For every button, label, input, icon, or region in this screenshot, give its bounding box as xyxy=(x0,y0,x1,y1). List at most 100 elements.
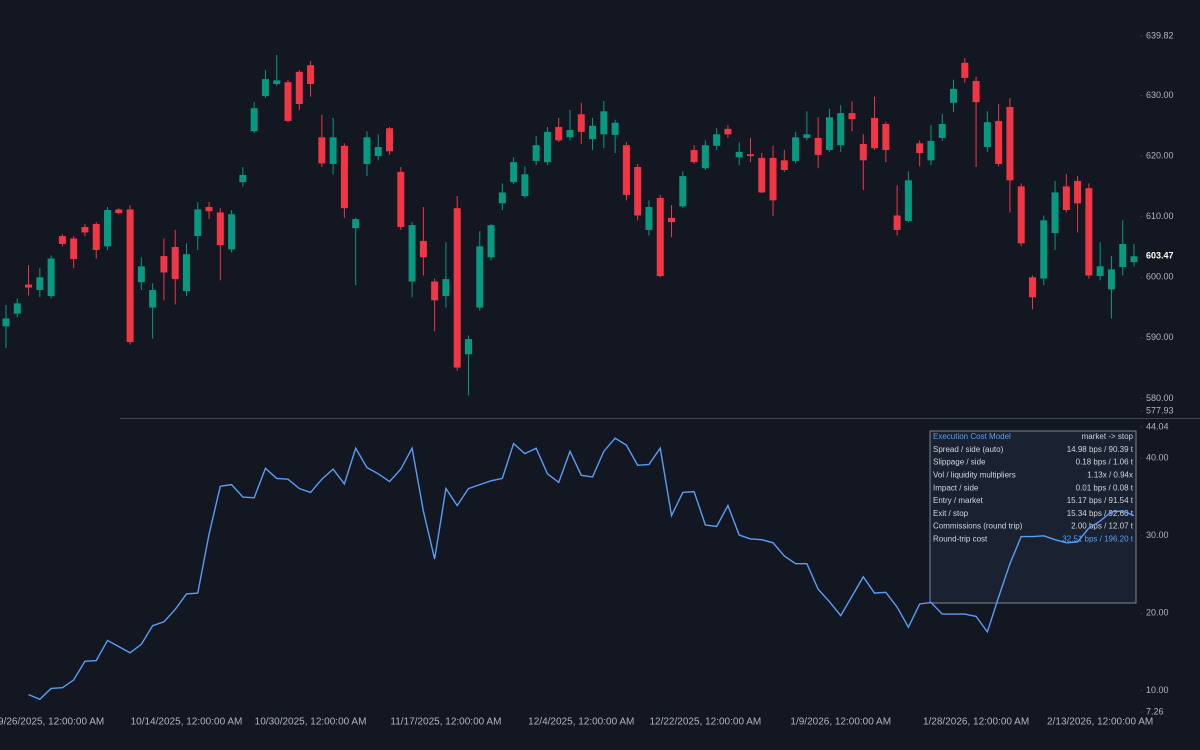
candle-body xyxy=(419,240,427,258)
panel-mode: market -> stop xyxy=(1082,432,1134,441)
y-tick-label: 30.00 xyxy=(1146,530,1169,540)
panel-row-label: Slippage / side xyxy=(933,458,986,467)
candle-body xyxy=(487,225,495,258)
candle-body xyxy=(735,151,743,158)
candle-body xyxy=(205,206,213,212)
y-tick-label: 630.00 xyxy=(1146,90,1174,100)
y-tick-label: 620.00 xyxy=(1146,150,1174,160)
candle-body xyxy=(228,214,236,250)
candle-body xyxy=(1130,256,1138,263)
candle-body xyxy=(36,277,44,290)
panel-row-value: 14.98 bps / 90.39 t xyxy=(1067,445,1134,454)
last-price-label: 603.47 xyxy=(1146,251,1174,261)
candle-body xyxy=(701,145,709,169)
candle-body xyxy=(2,318,10,327)
candle-body xyxy=(374,147,382,157)
candle-body xyxy=(115,209,123,214)
panel-row-value: 0.18 bps / 1.06 t xyxy=(1076,458,1134,467)
y-tick-label: 590.00 xyxy=(1146,332,1174,342)
candle-body xyxy=(577,114,585,132)
candle-body xyxy=(453,208,461,368)
candle-body xyxy=(532,145,540,161)
candle-body xyxy=(92,223,100,251)
candle-body xyxy=(713,134,721,146)
panel-row-value: 2.00 bps / 12.07 t xyxy=(1071,522,1134,531)
candle-body xyxy=(171,246,179,280)
candle-body xyxy=(825,117,833,151)
panel-row-value: 32.51 bps / 196.20 t xyxy=(1062,535,1134,544)
candle-body xyxy=(13,303,21,314)
candle-body xyxy=(769,157,777,201)
candle-body xyxy=(464,339,472,355)
candle-body xyxy=(273,80,281,84)
candle-body xyxy=(25,284,33,288)
panel-row-label: Entry / market xyxy=(933,496,984,505)
panel-row-label: Vol / liquidity multipliers xyxy=(933,471,1016,480)
panel-title: Execution Cost Model xyxy=(933,432,1011,441)
panel-row-label: Spread / side (auto) xyxy=(933,445,1004,454)
x-tick-label: 12/4/2025, 12:00:00 AM xyxy=(528,717,634,728)
candle-body xyxy=(611,122,619,135)
candle-body xyxy=(927,140,935,161)
candle-body xyxy=(307,65,315,84)
candle-body xyxy=(182,254,190,292)
candle-body xyxy=(938,123,946,138)
candle-body xyxy=(250,108,258,132)
candle-body xyxy=(679,176,687,207)
candle-body xyxy=(1028,277,1036,298)
candle-body xyxy=(1107,269,1115,290)
candle-body xyxy=(521,174,529,197)
candle-body xyxy=(543,131,551,163)
candle-body xyxy=(1017,186,1025,244)
candle-body xyxy=(318,137,326,164)
candle-body xyxy=(950,88,958,103)
candle-body xyxy=(746,154,754,157)
candle-body xyxy=(1096,266,1104,277)
candle-body xyxy=(295,71,303,104)
candle-body xyxy=(160,256,168,273)
y-tick-label: 639.82 xyxy=(1146,30,1174,40)
candle-body xyxy=(803,134,811,138)
panel-row-value: 1.13x / 0.94x xyxy=(1087,471,1133,480)
candle-body xyxy=(261,79,269,97)
candle-body xyxy=(1074,180,1082,204)
candle-body xyxy=(329,137,337,164)
x-tick-label: 12/22/2025, 12:00:00 AM xyxy=(649,717,761,728)
candle-body xyxy=(216,212,224,246)
y-tick-label: 40.00 xyxy=(1146,453,1169,463)
candle-body xyxy=(859,143,867,161)
x-tick-label: 2/13/2026, 12:00:00 AM xyxy=(1047,717,1153,728)
candle-body xyxy=(792,137,800,161)
candle-body xyxy=(498,192,506,204)
candle-body xyxy=(408,225,416,282)
candle-body xyxy=(431,281,439,301)
x-tick-label: 10/30/2025, 12:00:00 AM xyxy=(255,717,367,728)
y-tick-label: 577.93 xyxy=(1146,405,1174,415)
x-tick-label: 1/28/2026, 12:00:00 AM xyxy=(923,717,1029,728)
candle-body xyxy=(882,123,890,151)
candle-body xyxy=(995,120,1003,164)
candle-body xyxy=(1119,243,1127,267)
candle-body xyxy=(194,209,202,237)
candle-body xyxy=(645,206,653,231)
y-tick-label: 44.04 xyxy=(1146,421,1169,431)
candle-body xyxy=(668,217,676,223)
candle-body xyxy=(780,160,788,171)
candle-body xyxy=(126,209,134,343)
candle-body xyxy=(1040,220,1048,279)
candle-body xyxy=(1062,186,1070,211)
candle-body xyxy=(600,111,608,135)
candle-body xyxy=(397,171,405,227)
candle-body xyxy=(47,258,55,297)
candle-body xyxy=(904,180,912,221)
candle-body xyxy=(81,226,89,233)
y-tick-label: 610.00 xyxy=(1146,211,1174,221)
candle-body xyxy=(239,174,247,183)
candle-body xyxy=(352,219,360,229)
candle-body xyxy=(442,279,450,297)
candle-body xyxy=(871,117,879,149)
candle-body xyxy=(837,113,845,146)
candle-body xyxy=(690,150,698,163)
candle-body xyxy=(622,145,630,195)
